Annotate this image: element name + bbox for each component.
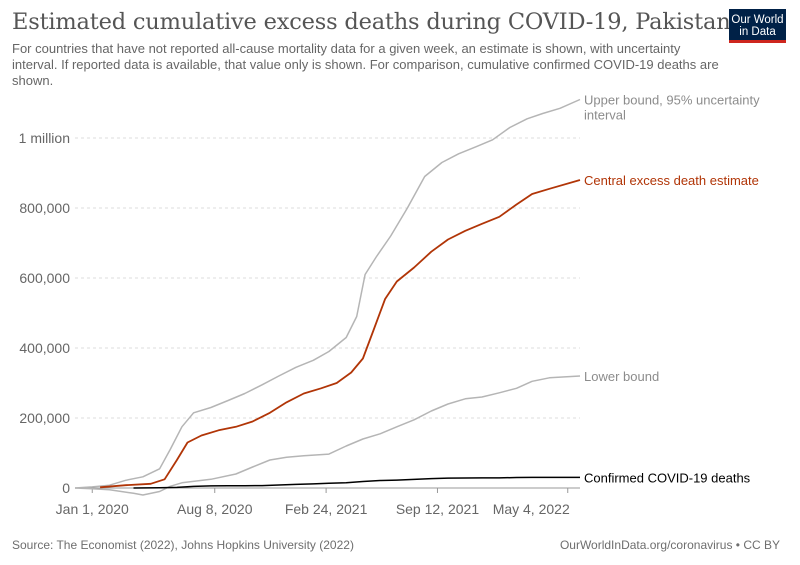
y-tick-label: 200,000 — [19, 410, 70, 426]
y-tick-label: 800,000 — [19, 200, 70, 216]
x-tick-label: Feb 24, 2021 — [285, 501, 368, 517]
lower-bound-line — [74, 375, 581, 496]
upper-bound-label: Upper bound, 95% uncertainty — [584, 93, 760, 108]
confirmed-deaths-label: Confirmed COVID-19 deaths — [584, 470, 751, 485]
license-note[interactable]: OurWorldInData.org/coronavirus • CC BY — [559, 538, 780, 552]
lower-bound-label: Lower bound — [584, 369, 659, 384]
y-tick-label: 600,000 — [19, 270, 70, 286]
chart-subtitle: For countries that have not reported all… — [12, 41, 719, 88]
upper-bound-label: interval — [584, 108, 626, 123]
y-tick-label: 1 million — [19, 130, 70, 146]
source-note: Source: The Economist (2022), Johns Hopk… — [12, 538, 354, 552]
upper-bound-line — [74, 98, 581, 489]
confirmed-deaths-line — [133, 476, 580, 489]
x-tick-label: Aug 8, 2020 — [177, 501, 253, 517]
y-tick-label: 400,000 — [19, 340, 70, 356]
x-tick-label: Sep 12, 2021 — [396, 501, 480, 517]
owid-logo[interactable]: Our World in Data — [729, 9, 786, 43]
logo-line-2: in Data — [739, 26, 776, 38]
x-tick-label: May 4, 2022 — [493, 501, 570, 517]
central-estimate-label: Central excess death estimate — [584, 173, 759, 188]
central-estimate-line — [100, 179, 581, 489]
logo-accent-bar — [729, 40, 786, 43]
y-tick-label: 0 — [62, 480, 70, 496]
chart-title: Estimated cumulative excess deaths durin… — [12, 9, 731, 35]
x-tick-label: Jan 1, 2020 — [56, 501, 129, 517]
logo-line-1: Our World — [731, 14, 784, 26]
